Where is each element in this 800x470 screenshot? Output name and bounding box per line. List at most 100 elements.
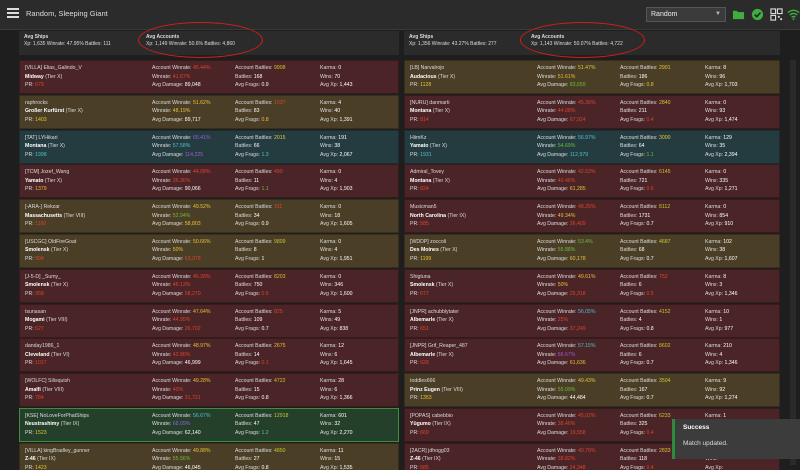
stat-line: Avg Frags: 0.8 — [235, 464, 320, 470]
account-battles-value: 4850 — [273, 447, 286, 454]
player-row[interactable]: Musicman5 North Carolina (Tier IX) PR: 585… — [404, 199, 780, 234]
avg-xp-value: 1,600 — [339, 290, 353, 297]
wifi-icon[interactable] — [787, 8, 800, 21]
hamburger-menu-icon[interactable] — [7, 8, 19, 18]
stat-line: Battles: 186 — [620, 73, 705, 82]
avg-frags-value: 0.4 — [646, 464, 654, 470]
player-row[interactable]: [LB] Narvalrojo Audacious (Tier X) PR: 112… — [404, 60, 780, 94]
player-row[interactable]: raphrocks Großer Kurfürst (Tier X) PR: 140… — [19, 94, 399, 129]
karma-cell: Karma: 0 Wins: 18 Avg Xp: 1,605 — [320, 203, 390, 229]
stat-line: Account Winrate: 49.43% — [537, 377, 622, 386]
account-battles-label: Account Battles: — [620, 273, 658, 280]
player-row[interactable]: [KSE] NoLoveForPhatShips Neustrashimy (Ti… — [19, 407, 399, 442]
account-winrate-label: Account Winrate: — [537, 204, 577, 211]
account-battles-label: Account Battles: — [620, 169, 658, 176]
stat-line: [USCGC] OldFireGoat — [25, 238, 150, 247]
karma-cell: Karma: 0 Wins: 93 Avg Xp: 1,474 — [705, 99, 775, 125]
pr-value: 585 — [420, 464, 429, 470]
karma-cell: Karma: 0 Wins: 70 Avg Xp: 1,443 — [320, 64, 390, 90]
stat-line: Account Battles: 2840 — [620, 99, 705, 108]
account-battles-label: Account Battles: — [235, 447, 273, 454]
check-circle-icon[interactable] — [751, 8, 764, 21]
player-row[interactable]: [-ARA-] Rekzar Massachusetts (Tier VIII) P… — [19, 199, 399, 234]
avg-damage-value: 114,225 — [184, 151, 204, 158]
pr-value: 1017 — [35, 360, 47, 367]
stat-line: Karma: 0 — [320, 203, 390, 212]
pr-label: PR: — [25, 255, 34, 262]
player-row[interactable]: [WOLFC] Silisquish Amalfi (Tier VIII) PR: … — [19, 373, 399, 408]
avg-frags-value: 0.5 — [261, 290, 269, 297]
account-winrate-value: 44.08% — [192, 169, 211, 176]
avg-frags-value: 0.9 — [261, 82, 269, 88]
avg-ships-line: Xp: 1,356 Winrate: 43.27% Battles: 277 — [409, 41, 497, 47]
player-row[interactable]: [JNPR] achubblytater Albemarle (Tier X) PR… — [404, 303, 780, 338]
battles-value: 6 — [638, 351, 642, 358]
player-row[interactable]: danday1986_1 Cleveland (Tier VI) PR: 1017 A… — [19, 338, 399, 373]
avg-frags-label: Avg Frags: — [235, 429, 260, 436]
avg-frags-label: Avg Frags: — [620, 360, 645, 367]
mode-select[interactable]: Random ▼ — [646, 7, 726, 22]
stat-line: PR: 1998 — [25, 151, 150, 160]
avg-frags-label: Avg Frags: — [235, 255, 260, 262]
player-row[interactable]: Shigtuna Smolensk (Tier X) PR: 677 Account … — [404, 268, 780, 303]
account-winrate-label: Account Winrate: — [537, 169, 577, 176]
player-row[interactable]: [TAT] LYHikari Montana (Tier X) PR: 1998 Ac… — [19, 129, 399, 164]
folder-icon[interactable] — [732, 8, 745, 21]
avg-damage-value: 61,285 — [569, 186, 586, 193]
stat-line: Wins: 4 — [705, 351, 775, 360]
stat-line: Winrate: 25% — [537, 316, 622, 325]
player-row[interactable]: [JNPR] Grif_Reaper_487 Albemarle (Tier X)… — [404, 338, 780, 373]
avg-frags-value: 0.8 — [261, 116, 269, 123]
account-winrate-label: Account Winrate: — [537, 412, 577, 419]
stat-line: [WOLFC] Silisquish — [25, 377, 150, 386]
wins-value: 40 — [334, 108, 341, 115]
pr-label: PR: — [410, 255, 419, 262]
stat-line: Winrate: 50% — [537, 281, 622, 290]
scrollbar[interactable] — [790, 60, 796, 465]
ship-tier: (Tier IX) — [447, 212, 467, 219]
battles-value: 34 — [253, 212, 260, 219]
player-row[interactable]: [TCM] Jozef_Wang Yamato (Tier X) PR: 1379 A… — [19, 164, 399, 199]
karma-label: Karma: — [705, 169, 722, 176]
stat-line: Albemarle (Tier X) — [410, 351, 535, 360]
player-row[interactable]: [USCGC] OldFireGoat Smolensk (Tier X) PR: … — [19, 233, 399, 268]
player-row[interactable]: Admiral_Tovey Montana (Tier X) PR: 824 Acco… — [404, 164, 780, 199]
player-name: [VILLA] kingBradley_gunner — [25, 447, 90, 454]
stat-line: Account Battles: 752 — [620, 273, 705, 282]
player-row[interactable]: [NURU] danmarti Montana (Tier X) PR: 814 Ac… — [404, 94, 780, 129]
stat-line: Karma: 5 — [320, 308, 390, 317]
wins-value: 93 — [719, 108, 726, 115]
ship-name: Z-46 — [25, 456, 36, 463]
player-row[interactable]: tsunasan Mogami (Tier VIII) PR: 627 Account… — [19, 303, 399, 338]
ship-tier: (Tier IX) — [422, 456, 441, 463]
stat-line: Avg Frags: 0.4 — [620, 429, 705, 438]
stat-line: Avg Frags: 0.8 — [620, 81, 705, 90]
pr-value: 1379 — [35, 186, 47, 193]
karma-label: Karma: — [705, 99, 722, 106]
account-winrate-label: Account Winrate: — [152, 99, 192, 106]
chevron-down-icon: ▼ — [715, 11, 721, 17]
qr-code-icon[interactable] — [770, 8, 783, 21]
player-row[interactable]: HiimKz Yamato (Tier X) PR: 1931 Account Win… — [404, 129, 780, 164]
stat-line: [POPAS] cabebbio — [410, 412, 535, 421]
player-row[interactable]: [WDDP] zoccoli Des Moines (Tier X) PR: 119… — [404, 233, 780, 268]
player-row[interactable]: [VILLA] kingBradley_gunner Z-46 (Tier IX)… — [19, 442, 399, 470]
account-battles-label: Account Battles: — [620, 412, 658, 419]
stat-line: Battles: 168 — [235, 73, 320, 82]
ship-name: Prinz Eugen — [410, 386, 440, 393]
pr-value: 1199 — [420, 255, 432, 262]
avg-xp-value: 1,474 — [724, 116, 738, 123]
battles-label: Battles: — [235, 421, 253, 428]
battles-label: Battles: — [620, 421, 638, 428]
avg-xp-value: 1,903 — [339, 186, 353, 193]
player-name: danday1986_1 — [25, 343, 60, 350]
player-row[interactable]: toddles666 Prinz Eugen (Tier VIII) PR: 135… — [404, 373, 780, 408]
player-row[interactable]: [VILLA] Elias_Galindo_V Midway (Tier X) PR… — [19, 60, 399, 94]
player-row[interactable]: [J-5-D] _Sumy_ Smolensk (Tier X) PR: 958 Ac… — [19, 268, 399, 303]
avg-damage-label: Avg Damage: — [152, 255, 184, 262]
winrate-value: 54.69% — [557, 143, 576, 150]
stat-line: Avg Damage: 63,378 — [152, 255, 237, 264]
player-cell: [J-5-D] _Sumy_ Smolensk (Tier X) PR: 958 — [25, 273, 150, 299]
avg-xp-label: Avg Xp: — [320, 429, 339, 436]
